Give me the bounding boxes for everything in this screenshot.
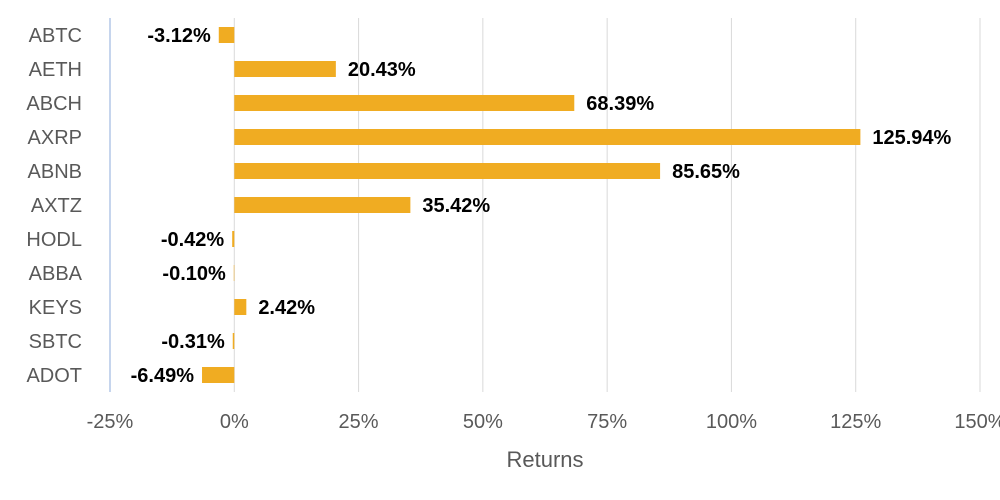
data-label-adot: -6.49% xyxy=(131,365,195,387)
category-label-sbtc: SBTC xyxy=(29,331,82,353)
bar-axrp xyxy=(234,129,861,145)
category-label-abch: ABCH xyxy=(26,93,82,115)
bar-adot xyxy=(202,367,235,383)
data-label-sbtc: -0.31% xyxy=(161,331,225,353)
data-label-abch: 68.39% xyxy=(586,93,654,115)
category-label-axrp: AXRP xyxy=(28,127,82,149)
data-label-axtz: 35.42% xyxy=(422,195,490,217)
bar-abch xyxy=(234,95,575,111)
gridlines xyxy=(233,18,981,392)
category-labels: ABTC AETH ABCH AXRP ABNB AXTZ HODL ABBA KEYS SBTC… xyxy=(26,25,82,387)
category-label-axtz: AXTZ xyxy=(31,195,82,217)
category-label-adot: ADOT xyxy=(26,365,82,387)
category-label-abnb: ABNB xyxy=(28,161,82,183)
data-label-abba: -0.10% xyxy=(162,263,226,285)
data-labels: -3.12% 20.43% 68.39% 125.94% 85.65% 35.42% -0.… xyxy=(131,25,952,387)
bar-abba xyxy=(233,265,235,281)
x-axis-title: Returns xyxy=(506,447,583,472)
data-label-axrp: 125.94% xyxy=(872,127,951,149)
bars xyxy=(202,27,861,383)
bar-hodl xyxy=(232,231,235,247)
x-tick-label-3: 50% xyxy=(463,411,503,433)
x-tick-label-2: 25% xyxy=(339,411,379,433)
category-label-abtc: ABTC xyxy=(29,25,82,47)
x-tick-label-0: -25% xyxy=(87,411,134,433)
category-label-abba: ABBA xyxy=(29,263,83,285)
data-label-abtc: -3.12% xyxy=(147,25,211,47)
data-label-abnb: 85.65% xyxy=(672,161,740,183)
x-tick-label-1: 0% xyxy=(220,411,249,433)
data-label-aeth: 20.43% xyxy=(348,59,416,81)
bar-abtc xyxy=(218,27,235,43)
x-tick-label-4: 75% xyxy=(587,411,627,433)
bar-keys xyxy=(234,299,247,315)
x-tick-label-7: 150% xyxy=(954,411,1000,433)
data-label-hodl: -0.42% xyxy=(161,229,225,251)
bar-abnb xyxy=(234,163,661,179)
category-label-aeth: AETH xyxy=(29,59,82,81)
category-label-keys: KEYS xyxy=(29,297,82,319)
x-tick-label-6: 125% xyxy=(830,411,881,433)
x-tick-label-5: 100% xyxy=(706,411,757,433)
bar-aeth xyxy=(234,61,336,77)
category-label-hodl: HODL xyxy=(26,229,82,251)
data-label-keys: 2.42% xyxy=(258,297,315,319)
bar-sbtc xyxy=(232,333,235,349)
bar-axtz xyxy=(234,197,411,213)
x-tick-labels: -25% 0% 25% 50% 75% 100% 125% 150% xyxy=(87,411,1000,433)
